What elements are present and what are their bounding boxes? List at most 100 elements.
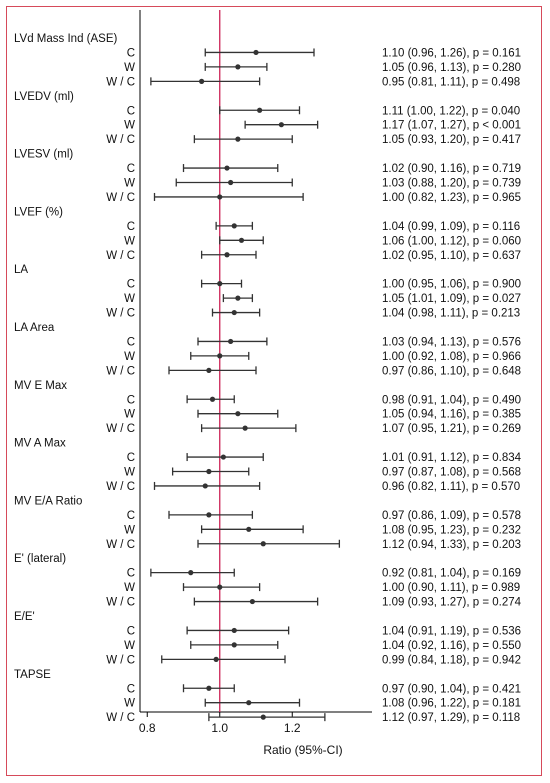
row-label: W / C [106, 654, 135, 666]
estimate-text: 1.17 (1.07, 1.27), p < 0.001 [382, 120, 521, 132]
row-label: W [124, 235, 135, 247]
row-label: W / C [106, 423, 135, 435]
row-label: W [124, 351, 135, 363]
estimate-text: 1.10 (0.96, 1.26), p = 0.161 [382, 47, 521, 59]
row-label: W / C [106, 250, 135, 262]
row-label: W [124, 640, 135, 652]
point-estimate [231, 309, 237, 316]
estimate-text: 0.97 (0.90, 1.04), p = 0.421 [382, 683, 521, 695]
point-estimate [246, 526, 252, 532]
point-estimate [217, 194, 223, 200]
point-estimate [213, 656, 219, 662]
x-axis-label: Ratio (95%-CI) [263, 743, 342, 757]
point-estimate [253, 49, 259, 56]
point-estimate [249, 598, 255, 605]
point-estimate [217, 281, 223, 287]
estimate-text: 1.02 (0.95, 1.10), p = 0.637 [382, 250, 521, 262]
estimate-text: 1.03 (0.94, 1.13), p = 0.576 [382, 336, 521, 348]
estimate-text: 1.00 (0.90, 1.11), p = 0.989 [382, 582, 520, 594]
estimate-text: 0.97 (0.86, 1.10), p = 0.648 [382, 365, 521, 377]
row-label: C [127, 47, 135, 59]
point-estimate [231, 642, 237, 648]
x-tick-label: 0.8 [139, 721, 156, 735]
row-label: W / C [106, 76, 135, 88]
row-label: C [127, 568, 135, 580]
point-estimate [224, 252, 230, 258]
row-label: C [127, 394, 135, 406]
estimate-text: 0.97 (0.86, 1.09), p = 0.578 [382, 510, 521, 522]
group-title: E/E' [14, 611, 35, 623]
estimate-text: 1.01 (0.91, 1.12), p = 0.834 [382, 452, 522, 464]
point-estimate [235, 411, 241, 417]
row-label: W / C [106, 308, 135, 320]
point-estimate [206, 685, 212, 691]
group-title: LVEDV (ml) [14, 91, 74, 103]
row-label: C [127, 163, 135, 175]
row-label: C [127, 279, 135, 291]
row-label: W [124, 293, 135, 305]
point-estimate [260, 541, 266, 547]
row-label: W / C [106, 192, 135, 204]
row-label: C [127, 683, 135, 695]
group-title: MV E Max [14, 380, 67, 392]
row-label: W [124, 120, 135, 132]
estimate-text: 0.92 (0.81, 1.04), p = 0.169 [382, 568, 521, 580]
point-estimate [209, 396, 216, 402]
estimate-text: 1.12 (0.94, 1.33), p = 0.203 [382, 539, 521, 551]
group-title: LVd Mass Ind (ASE) [14, 33, 117, 45]
point-estimate [228, 179, 234, 186]
estimate-text: 1.08 (0.96, 1.22), p = 0.181 [382, 698, 521, 710]
point-estimate [224, 165, 230, 171]
estimate-text: 1.00 (0.82, 1.23), p = 0.965 [382, 192, 521, 204]
row-label: W / C [106, 712, 135, 724]
row-label: W [124, 467, 135, 479]
point-estimate [188, 570, 194, 576]
group-title: MV A Max [14, 438, 66, 450]
row-label: C [127, 105, 135, 117]
x-tick-label: 1.0 [211, 721, 228, 735]
estimate-text: 0.98 (0.91, 1.04), p = 0.490 [382, 394, 521, 406]
estimate-text: 1.05 (1.01, 1.09), p = 0.027 [382, 293, 521, 305]
estimate-text: 1.04 (0.98, 1.11), p = 0.213 [382, 308, 520, 320]
estimate-text: 1.05 (0.96, 1.13), p = 0.280 [382, 62, 521, 74]
row-label: W [124, 62, 135, 74]
point-estimate [278, 122, 284, 128]
group-title: MV E/A Ratio [14, 495, 82, 507]
point-estimate [235, 295, 241, 301]
row-label: W [124, 178, 135, 190]
row-label: W / C [106, 539, 135, 551]
row-label: C [127, 452, 135, 464]
point-estimate [228, 338, 234, 345]
x-tick-label: 1.2 [284, 721, 301, 735]
estimate-text: 1.05 (0.94, 1.16), p = 0.385 [382, 409, 521, 421]
estimate-text: 1.02 (0.90, 1.16), p = 0.719 [382, 163, 521, 175]
point-estimate [231, 223, 237, 229]
row-label: W / C [106, 365, 135, 377]
point-estimate [206, 512, 212, 518]
estimate-text: 0.95 (0.81, 1.11), p = 0.498 [382, 76, 520, 88]
estimate-text: 1.04 (0.99, 1.09), p = 0.116 [382, 221, 520, 233]
estimate-text: 1.07 (0.95, 1.21), p = 0.269 [382, 423, 521, 435]
point-estimate [260, 714, 266, 720]
estimate-text: 1.08 (0.95, 1.23), p = 0.232 [382, 524, 521, 536]
estimate-text: 1.04 (0.91, 1.19), p = 0.536 [382, 625, 521, 637]
group-title: E' (lateral) [14, 553, 66, 565]
estimate-text: 1.00 (0.95, 1.06), p = 0.900 [382, 279, 521, 291]
estimate-text: 1.09 (0.93, 1.27), p = 0.274 [382, 597, 522, 609]
row-label: W [124, 524, 135, 536]
point-estimate [217, 353, 223, 359]
estimate-text: 0.97 (0.87, 1.08), p = 0.568 [382, 467, 521, 479]
group-title: LA Area [14, 322, 55, 334]
row-label: W / C [106, 597, 135, 609]
point-estimate [235, 64, 241, 70]
group-title: LVESV (ml) [14, 149, 73, 161]
group-title: LVEF (%) [14, 206, 63, 218]
row-label: W [124, 698, 135, 710]
point-estimate [220, 454, 226, 460]
row-label: C [127, 336, 135, 348]
point-estimate [199, 78, 205, 84]
estimate-text: 1.05 (0.93, 1.20), p = 0.417 [382, 134, 521, 146]
estimate-text: 1.12 (0.97, 1.29), p = 0.118 [382, 712, 520, 724]
point-estimate [206, 468, 212, 475]
